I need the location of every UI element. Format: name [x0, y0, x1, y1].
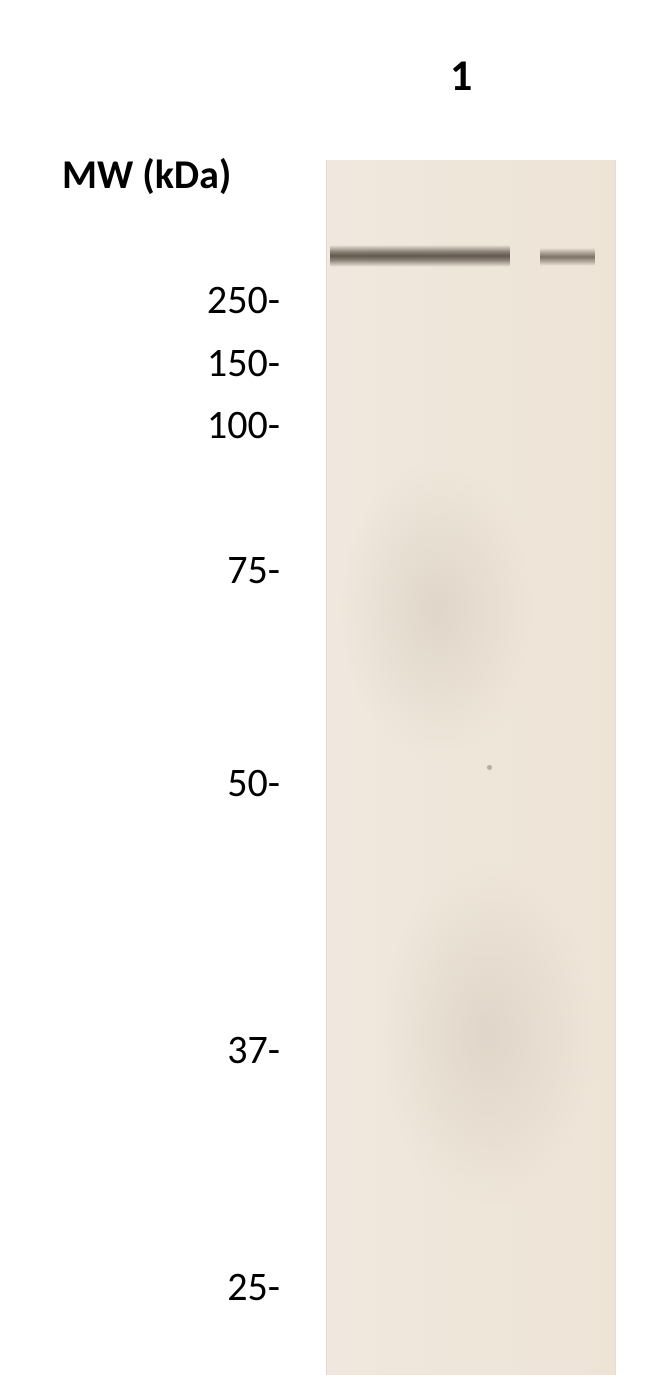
marker-25: 25-: [227, 1262, 280, 1311]
marker-75: 75-: [227, 545, 280, 594]
protein-band-main: [330, 245, 510, 267]
marker-150: 150-: [207, 338, 280, 387]
marker-100: 100-: [207, 400, 280, 449]
blot-speck: [487, 765, 492, 770]
marker-250: 250-: [207, 275, 280, 324]
lane-number-label: 1: [450, 48, 472, 102]
protein-band-segment: [540, 248, 595, 266]
marker-50: 50-: [227, 758, 280, 807]
blot-shade: [337, 460, 537, 760]
blot-lane-1: [326, 160, 616, 1375]
marker-37: 37-: [227, 1025, 280, 1074]
blot-shade: [377, 860, 597, 1210]
mw-header: MW (kDa): [62, 150, 231, 199]
